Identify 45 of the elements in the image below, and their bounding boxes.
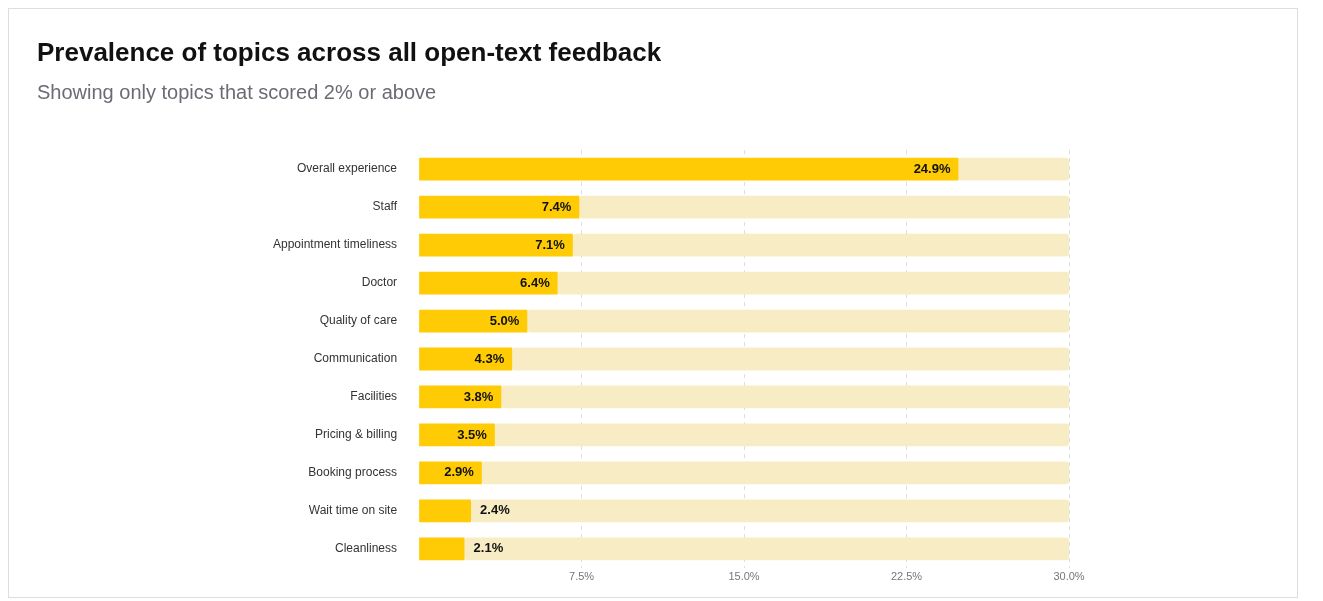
bar <box>512 347 1069 371</box>
text: 6.4% <box>520 274 550 290</box>
y-tick-label: Cleanliness <box>335 541 398 556</box>
bar <box>501 385 1069 409</box>
bar <box>557 271 1069 295</box>
bar <box>481 461 1069 485</box>
y-tick-label: Wait time on site <box>308 503 398 518</box>
text: 3.5% <box>457 426 487 442</box>
y-tick-label: Appointment timeliness <box>273 237 398 252</box>
text: Showing only topics that scored 2% or above <box>37 81 437 104</box>
bar <box>471 499 1069 523</box>
bar <box>419 271 558 295</box>
bar <box>419 195 580 219</box>
y-tick-label: Communication <box>313 351 398 366</box>
y-tick-label: Staff <box>372 199 398 214</box>
bar <box>464 537 1069 561</box>
text: 3.8% <box>463 388 494 404</box>
bar <box>419 157 959 181</box>
bar <box>572 233 1069 257</box>
text: 2.1% <box>473 540 504 556</box>
bar <box>958 157 1069 181</box>
x-tick-label: 7.5% <box>569 570 595 583</box>
y-tick-label: Facilities <box>350 389 398 404</box>
y-tick-label: Doctor <box>361 275 398 290</box>
text: 7.4% <box>541 198 572 214</box>
x-tick-label: 22.5% <box>890 570 923 583</box>
bar <box>579 195 1069 219</box>
bar <box>419 499 472 523</box>
text: 2.4% <box>480 502 510 518</box>
bar <box>494 423 1069 447</box>
y-tick-label: Overall experience <box>297 161 398 176</box>
chart-title: Prevalence of topics across all open-text feedback <box>37 37 662 68</box>
y-tick-label: Quality of care <box>319 313 398 328</box>
text: 4.3% <box>474 350 505 366</box>
bar <box>527 309 1069 333</box>
text: 2.9% <box>444 464 474 480</box>
text: 5.0% <box>489 312 520 328</box>
y-tick-label: Booking process <box>308 465 398 480</box>
text: 24.9% <box>913 160 951 176</box>
bar <box>419 233 573 257</box>
text: 7.1% <box>535 236 565 252</box>
y-tick-label: Pricing & billing <box>315 427 398 442</box>
x-tick-label: 15.0% <box>728 570 760 583</box>
bar <box>419 537 465 561</box>
x-tick-label: 30.0% <box>1053 570 1085 583</box>
